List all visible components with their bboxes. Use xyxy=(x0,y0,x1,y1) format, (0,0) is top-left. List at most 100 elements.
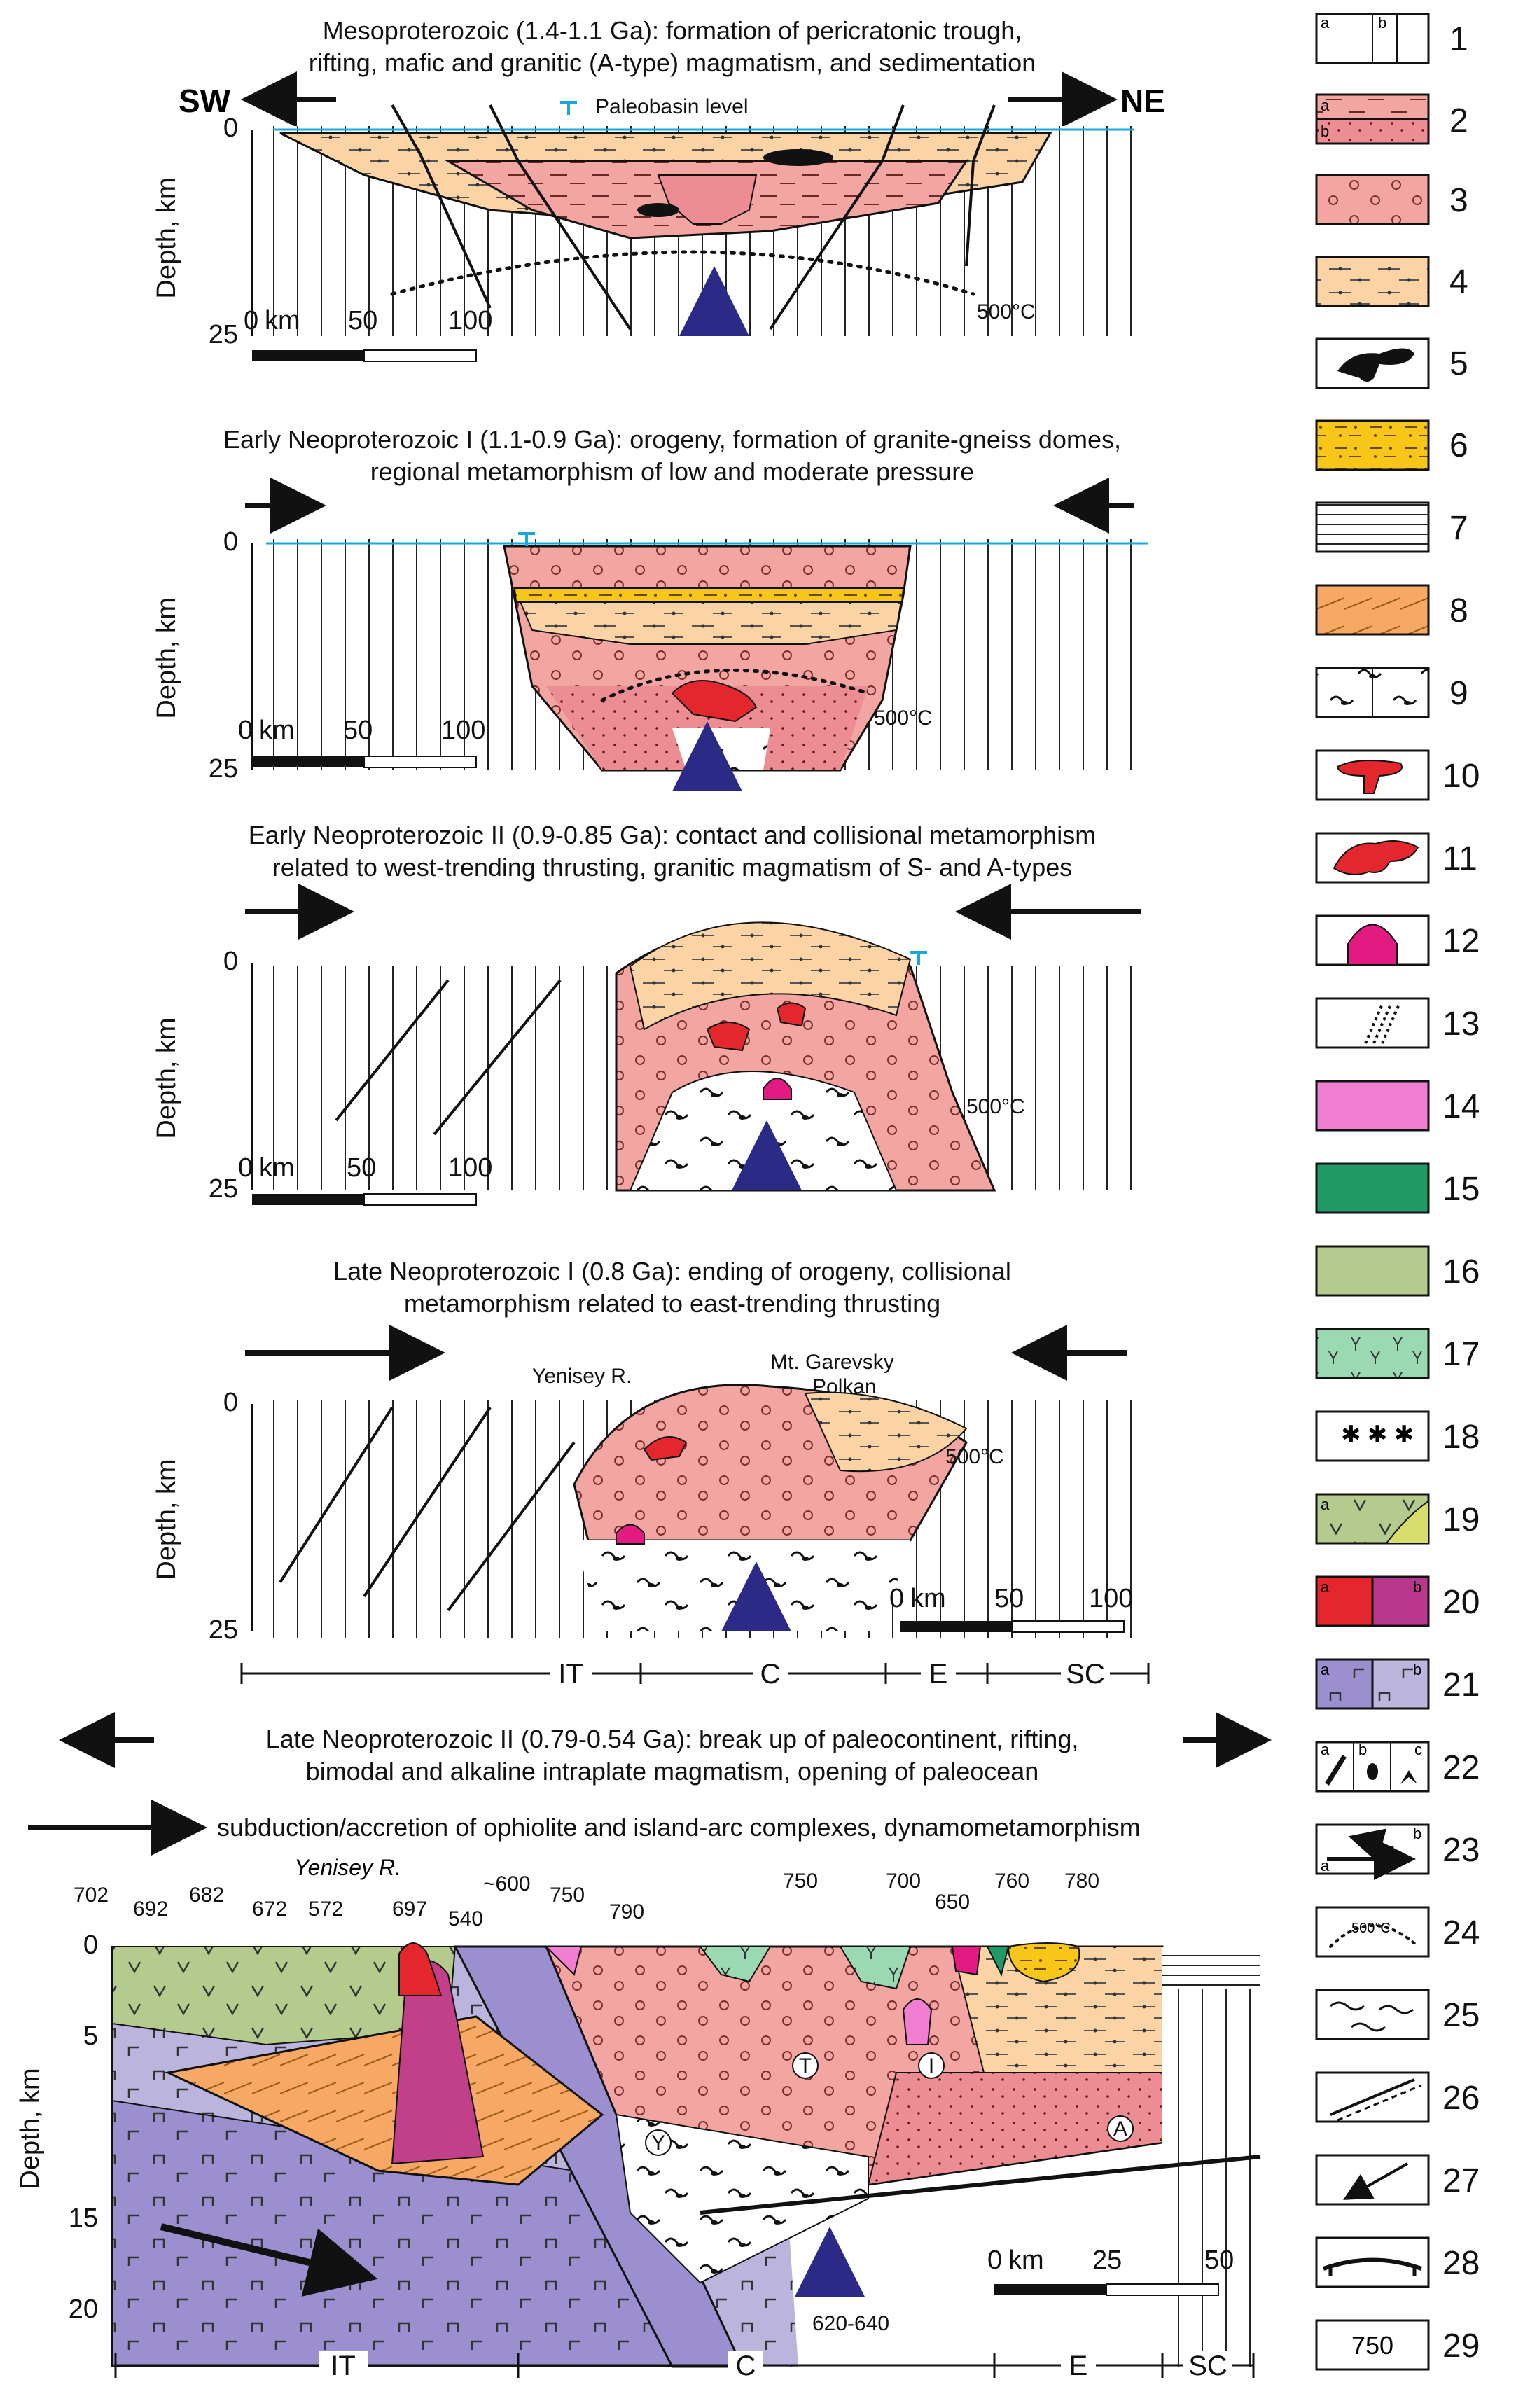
legend-item-12: 12 xyxy=(1315,914,1480,966)
p4-scale-bar-white xyxy=(1011,1620,1125,1633)
legend-number: 20 xyxy=(1442,1584,1480,1621)
p3-granite xyxy=(706,1022,751,1052)
dike-swarm-icon xyxy=(1372,1002,1393,1044)
legend-swatch xyxy=(1315,1575,1374,1627)
legend-number: 9 xyxy=(1449,675,1468,712)
sw-label: SW xyxy=(179,83,231,119)
p3-scale-100: 100 xyxy=(448,1153,492,1183)
mafic-body-icon xyxy=(1337,348,1414,382)
p5-sc-platform xyxy=(1162,1947,1260,1989)
legend-item-5: 5 xyxy=(1315,337,1468,389)
p3-isotherm-label: 500°C xyxy=(966,1095,1025,1118)
isotherm-icon xyxy=(1329,1924,1419,1948)
legend-number: 17 xyxy=(1442,1336,1480,1373)
p2-yellow-layer xyxy=(513,587,905,603)
legend-swatch xyxy=(1315,501,1430,553)
p5-granite-top xyxy=(398,1942,443,1996)
panel-5-title-2: bimodal and alkaline intraplate magmatis… xyxy=(306,1757,1039,1786)
moho-icon xyxy=(1322,2257,1423,2271)
p1-scale-100: 100 xyxy=(448,306,492,335)
p2-scale-100: 100 xyxy=(441,716,485,745)
legend-swatch xyxy=(1315,1162,1430,1214)
p5-age: 750 xyxy=(550,1884,585,1907)
p3-depth-0: 0 xyxy=(223,947,238,976)
p1-scale-bar-white xyxy=(363,349,477,362)
p5-circle-i: I xyxy=(929,2054,934,2078)
lens-icon xyxy=(1367,1763,1378,1780)
p2-granite-dome xyxy=(671,680,758,723)
legend-item-26: 26 xyxy=(1315,2071,1480,2123)
p5-zone-label-bg xyxy=(728,2351,763,2379)
p5-alkaline-body xyxy=(839,1946,912,1990)
legend-sub-b: b xyxy=(1413,1578,1421,1596)
p5-depth-15: 15 xyxy=(69,2204,98,2233)
legend-item-18: ✱ ✱ ✱ 18 xyxy=(1315,1410,1480,1462)
p1-fault xyxy=(391,104,492,309)
lens-icon xyxy=(1400,1770,1417,1784)
p4-thrust xyxy=(447,1441,576,1612)
legend-number: 14 xyxy=(1442,1088,1480,1125)
panel-2: Early Neoproterozoic I (1.1-0.9 Ga): oro… xyxy=(152,425,1148,791)
p4-granite xyxy=(643,1436,688,1461)
legend-swatch xyxy=(1315,1989,1430,2040)
panel-3: Early Neoproterozoic II (0.9-0.85 Ga): c… xyxy=(152,821,1148,1206)
legend-age-box: 750 xyxy=(1351,2331,1393,2360)
p5-scale-bar-black xyxy=(994,2284,1106,2295)
legend-sub-a: a xyxy=(1321,1857,1330,1874)
legend-number: 24 xyxy=(1442,1914,1480,1951)
p1-depth-label: Depth, km xyxy=(152,177,181,298)
legend-swatch xyxy=(1315,93,1430,120)
legend-swatch xyxy=(1315,584,1430,636)
p1-granite xyxy=(657,174,758,225)
p4-zone-c: C xyxy=(760,1659,781,1690)
p2-paleobasin-marker xyxy=(518,532,535,546)
legend-swatch xyxy=(1315,1080,1430,1132)
legend-number: 12 xyxy=(1442,923,1480,960)
p5-age: 650 xyxy=(935,1891,970,1914)
panel-3-title-2: related to west-trending thrusting, gran… xyxy=(272,853,1073,882)
p4-isotherm-label: 500°C xyxy=(945,1445,1004,1468)
legend-swatch xyxy=(1315,997,1430,1049)
legend-item-3: 3 xyxy=(1315,174,1468,225)
p4-zone-label-bg xyxy=(1061,1659,1110,1687)
p4-depth-25: 25 xyxy=(209,1615,238,1645)
p5-age: 780 xyxy=(1064,1870,1099,1893)
p5-age: 702 xyxy=(74,1884,109,1907)
p2-depth-0: 0 xyxy=(223,527,238,557)
legend-item-29: 750 29 xyxy=(1315,2319,1480,2371)
legend-number: 26 xyxy=(1442,2080,1480,2117)
granite-dome-icon xyxy=(1333,840,1419,875)
p5-alkaline-body xyxy=(699,1946,772,1983)
p5-age: 750 xyxy=(783,1870,818,1893)
legend-swatch xyxy=(1315,1245,1430,1297)
legend-number: 4 xyxy=(1449,263,1468,300)
legend-number: 16 xyxy=(1442,1253,1480,1290)
legend-swatch xyxy=(1315,2319,1430,2371)
p1-isotherm-label: 500°C xyxy=(977,300,1036,323)
p4-garevsky: Mt. Garevsky xyxy=(770,1351,894,1374)
panel-4-title-1: Late Neoproterozoic I (0.8 Ga): ending o… xyxy=(333,1257,1011,1286)
p2-depth-label: Depth, km xyxy=(152,597,181,718)
p1-scale-km: km xyxy=(265,306,300,335)
panel-4: Late Neoproterozoic I (0.8 Ga): ending o… xyxy=(152,1257,1150,1690)
legend-swatch xyxy=(1315,1328,1430,1379)
schistosity-icon xyxy=(1379,2005,1414,2014)
p3-scale-50: 50 xyxy=(347,1153,376,1183)
p3-granite xyxy=(776,1002,807,1027)
legend-number: 13 xyxy=(1442,1005,1480,1043)
p3-scale-km: km xyxy=(259,1153,295,1183)
panel-1: Mesoproterozoic (1.4-1.1 Ga): formation … xyxy=(152,16,1165,362)
p5-pink-small xyxy=(544,1946,583,1976)
p2-isotherm xyxy=(600,668,870,702)
p5-depth-label: Depth, km xyxy=(15,2068,45,2189)
p1-depth-0: 0 xyxy=(223,113,238,143)
legend-isotherm-label: 500°C xyxy=(1351,1921,1391,1936)
p5-age: 692 xyxy=(133,1898,168,1921)
p5-yenisey: Yenisey R. xyxy=(294,1855,401,1880)
legend-number: 10 xyxy=(1442,758,1480,795)
legend-item-13: 13 xyxy=(1315,997,1480,1049)
p2-scale-50: 50 xyxy=(343,716,373,745)
legend-sub-a: a xyxy=(1321,1661,1330,1678)
